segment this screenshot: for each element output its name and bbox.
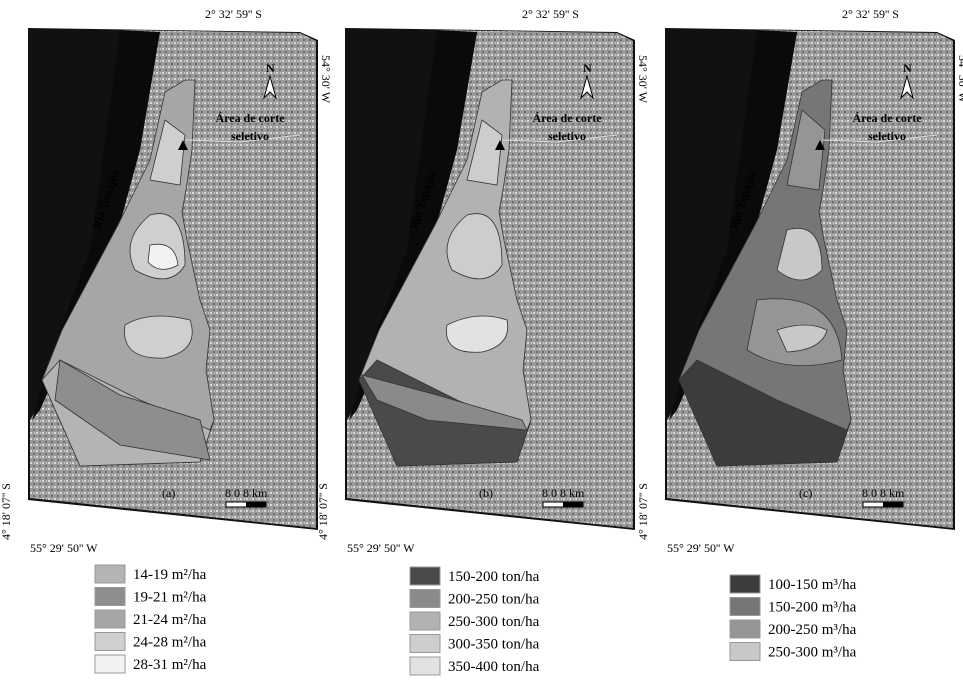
legend-label: 250-300 ton/ha xyxy=(448,614,540,630)
north-label: N xyxy=(266,61,275,75)
scale-bar xyxy=(883,502,903,507)
left-coordinate: 4° 18' 07'' S xyxy=(0,483,13,540)
panel-label: (c) xyxy=(799,486,812,500)
scale-bar xyxy=(246,502,266,507)
legend-swatch xyxy=(730,598,760,616)
legend-swatch xyxy=(410,657,440,675)
bottom-coordinate: 55° 29' 50'' W xyxy=(667,541,735,555)
scale-label: 8 0 8 km xyxy=(862,486,905,500)
right-coordinate: 54° 30' W xyxy=(319,55,333,104)
legend-label: 150-200 m³/ha xyxy=(768,600,857,616)
top-coordinate: 2° 32' 59'' S xyxy=(842,7,899,21)
map-panel: 2° 32' 59'' S 54° 30' W 4° 18' 07'' S 55° 2… xyxy=(636,7,963,555)
panel-label: (a) xyxy=(162,486,175,500)
legend-swatch xyxy=(730,643,760,661)
map-panel: 2° 32' 59'' S 54° 30' W 4° 18' 07'' S 55° 2… xyxy=(0,7,333,555)
area-label: seletivo xyxy=(868,129,906,143)
legend-swatch xyxy=(410,590,440,608)
legend-label: 28-31 m²/ha xyxy=(133,657,207,673)
legend-label: 200-250 ton/ha xyxy=(448,592,540,608)
legend-swatch xyxy=(95,565,125,583)
bottom-coordinate: 55° 29' 50'' W xyxy=(30,541,98,555)
left-coordinate: 4° 18' 07'' S xyxy=(316,483,330,540)
scale-bar xyxy=(563,502,583,507)
figure: 2° 32' 59'' S 54° 30' W 4° 18' 07'' S 55° 2… xyxy=(0,0,963,681)
left-coordinate: 4° 18' 07'' S xyxy=(636,483,650,540)
top-coordinate: 2° 32' 59'' S xyxy=(205,7,262,21)
legend-label: 19-21 m²/ha xyxy=(133,590,207,606)
area-label: seletivo xyxy=(548,129,586,143)
panel-label: (b) xyxy=(479,486,493,500)
legend-label: 100-150 m³/ha xyxy=(768,577,857,593)
legend-label: 350-400 ton/ha xyxy=(448,659,540,675)
legend-swatch xyxy=(410,612,440,630)
legend-label: 21-24 m²/ha xyxy=(133,612,207,628)
top-coordinate: 2° 32' 59'' S xyxy=(522,7,579,21)
legend-label: 250-300 m³/ha xyxy=(768,645,857,661)
legend-swatch xyxy=(95,633,125,651)
legend-label: 300-350 ton/ha xyxy=(448,637,540,653)
north-label: N xyxy=(903,61,912,75)
legend-label: 14-19 m²/ha xyxy=(133,567,207,583)
scale-label: 8 0 8 km xyxy=(542,486,585,500)
legend-swatch xyxy=(410,567,440,585)
area-label: seletivo xyxy=(231,129,269,143)
legend-swatch xyxy=(95,588,125,606)
legend-swatch xyxy=(730,575,760,593)
legend-swatch xyxy=(730,620,760,638)
right-coordinate: 54° 30' W xyxy=(636,55,650,104)
scale-label: 8 0 8 km xyxy=(225,486,268,500)
legend-label: 200-250 m³/ha xyxy=(768,622,857,638)
legend-label: 150-200 ton/ha xyxy=(448,569,540,585)
bottom-coordinate: 55° 29' 50'' W xyxy=(347,541,415,555)
area-label: Área de corte xyxy=(532,111,602,125)
legend-swatch xyxy=(95,655,125,673)
legend-swatch xyxy=(410,635,440,653)
area-label: Área de corte xyxy=(852,111,922,125)
north-label: N xyxy=(583,61,592,75)
right-coordinate: 54° 30' W xyxy=(956,55,963,104)
map-panel: 2° 32' 59'' S 54° 30' W 4° 18' 07'' S 55° 2… xyxy=(316,7,650,555)
legend-label: 24-28 m²/ha xyxy=(133,635,207,651)
area-label: Área de corte xyxy=(215,111,285,125)
legend-swatch xyxy=(95,610,125,628)
